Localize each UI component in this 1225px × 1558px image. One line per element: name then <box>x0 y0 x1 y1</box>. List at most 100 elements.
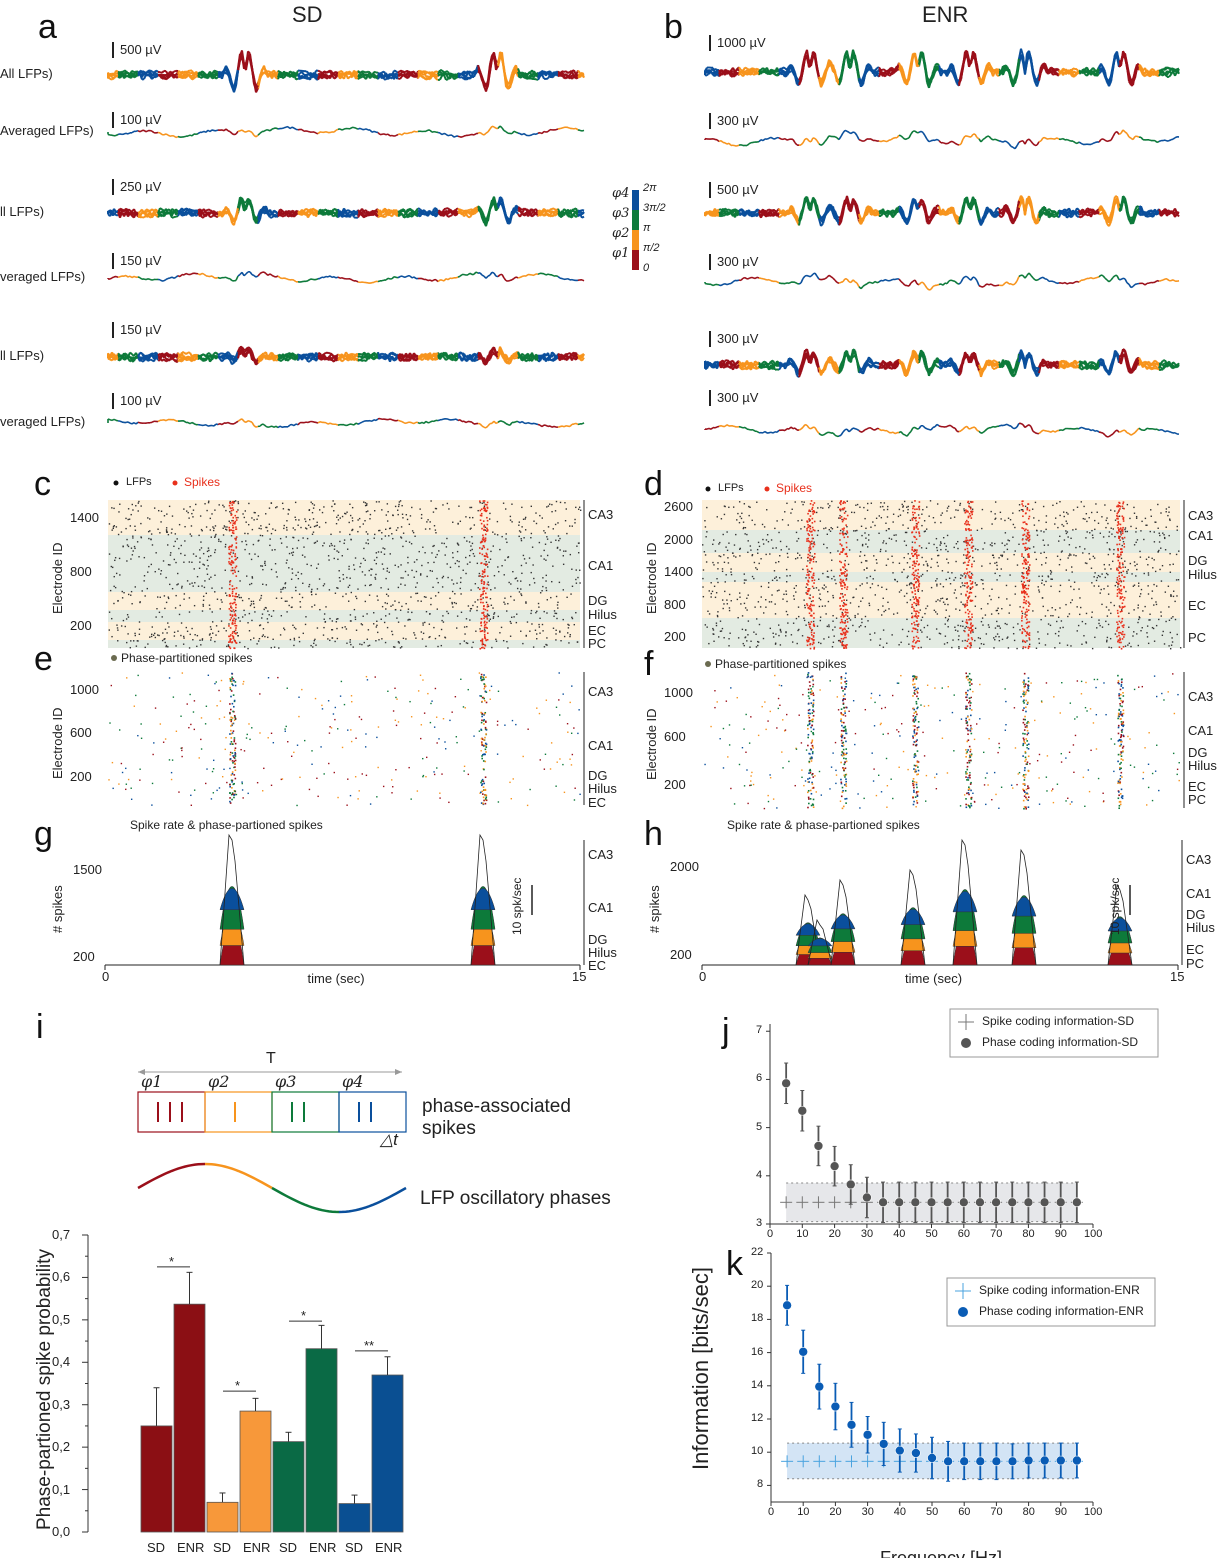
lfp-trace-segment <box>359 357 363 362</box>
lfp-trace-segment <box>153 73 157 77</box>
lfp-trace-segment <box>782 66 786 70</box>
lfp-trace-segment <box>257 132 261 136</box>
lfp-trace-segment <box>297 422 301 426</box>
lfp-trace-segment <box>515 276 519 279</box>
lfp-trace-segment <box>455 418 459 422</box>
lfp-trace-segment <box>137 276 141 279</box>
lfp-trace-segment <box>229 278 233 282</box>
lfp-trace-segment <box>427 421 431 424</box>
lfp-trace-segment <box>435 73 439 76</box>
lfp-trace-segment <box>187 134 191 137</box>
lfp-trace-segment <box>746 72 750 76</box>
lfp-trace-segment <box>471 133 475 136</box>
lfp-trace-segment <box>439 75 443 81</box>
lfp-trace-segment <box>579 129 583 132</box>
lfp-trace-segment <box>447 418 451 421</box>
lfp-trace-segment <box>259 130 263 134</box>
lfp-trace-segment <box>177 70 181 73</box>
lfp-trace-segment <box>291 126 295 129</box>
lfp-trace-segment <box>371 211 375 215</box>
lfp-trace-segment <box>359 421 363 424</box>
lfp-trace-segment <box>153 71 157 75</box>
lfp-trace-segment <box>545 273 549 276</box>
lfp-trace-segment <box>465 359 469 363</box>
lfp-trace-segment <box>189 71 193 75</box>
lfp-trace-segment <box>307 278 311 282</box>
lfp-trace-segment <box>123 71 127 75</box>
lfp-trace-segment <box>433 70 437 74</box>
lfp-trace-segment <box>117 275 121 279</box>
lfp-trace-segment <box>469 272 473 276</box>
lfp-trace-segment <box>547 129 551 133</box>
lfp-trace-segment <box>473 211 477 215</box>
lfp-trace-segment <box>221 422 225 426</box>
lfp-trace-segment <box>161 76 165 79</box>
lfp-trace-segment <box>425 77 429 81</box>
lfp-trace-segment <box>461 76 465 80</box>
lfp-trace-segment <box>107 133 111 136</box>
lfp-trace-segment <box>225 128 229 132</box>
lfp-trace-segment <box>205 208 209 212</box>
lfp-trace-segment <box>309 71 313 75</box>
lfp-trace-segment <box>511 209 515 213</box>
lfp-trace-segment <box>115 275 119 279</box>
lfp-trace-segment <box>407 208 411 212</box>
lfp-trace-segment <box>391 276 395 280</box>
lfp-trace-segment <box>473 133 477 136</box>
lfp-trace-segment <box>487 128 491 133</box>
lfp-trace-segment <box>129 275 133 279</box>
lfp-trace-segment <box>523 211 527 216</box>
lfp-trace-segment <box>311 353 315 357</box>
lfp-trace-segment <box>237 419 241 422</box>
lfp-trace-segment <box>519 75 523 79</box>
lfp-trace-segment <box>377 280 381 283</box>
lfp-trace-segment <box>391 419 395 422</box>
lfp-trace-segment <box>497 420 501 423</box>
lfp-trace-segment <box>119 207 123 211</box>
lfp-trace-segment <box>333 355 337 359</box>
lfp-trace-segment <box>395 75 399 79</box>
lfp-trace-segment <box>111 77 115 81</box>
lfp-trace-segment <box>291 71 295 75</box>
lfp-trace-segment <box>357 422 361 425</box>
lfp-trace-segment <box>343 211 347 215</box>
lfp-trace-segment <box>333 129 337 133</box>
lfp-trace-segment <box>503 421 507 425</box>
lfp-trace-segment <box>549 425 553 428</box>
lfp-trace-segment <box>215 76 219 80</box>
lfp-trace-segment <box>205 129 209 133</box>
lfp-trace-segment <box>459 273 463 277</box>
lfp-trace-segment <box>473 357 477 361</box>
lfp-trace-segment <box>475 209 479 214</box>
lfp-trace-segment <box>359 75 363 79</box>
lfp-trace-segment <box>139 351 143 355</box>
lfp-trace-segment <box>353 358 357 362</box>
lfp-trace-segment <box>421 357 425 362</box>
lfp-trace-segment <box>289 210 293 214</box>
lfp-trace-segment <box>259 423 263 427</box>
lfp-trace-segment <box>193 422 197 426</box>
lfp-trace-segment <box>227 421 231 425</box>
lfp-trace-segment <box>161 208 165 212</box>
lfp-trace-segment <box>119 275 123 278</box>
lfp-trace-segment <box>531 133 535 136</box>
lfp-trace-segment <box>229 131 233 135</box>
lfp-trace-segment <box>551 425 555 428</box>
lfp-trace-segment <box>1170 71 1174 75</box>
lfp-trace-segment <box>145 129 149 133</box>
lfp-trace-segment <box>571 278 575 281</box>
lfp-trace-segment <box>373 130 377 133</box>
lfp-trace-segment <box>285 73 289 77</box>
lfp-trace-segment <box>323 130 327 134</box>
lfp-trace-segment <box>235 130 239 135</box>
lfp-trace-segment <box>173 353 177 357</box>
lfp-trace-segment <box>143 354 147 358</box>
lfp-trace-segment <box>473 271 477 275</box>
lfp-trace-segment <box>441 418 445 421</box>
lfp-trace-segment <box>213 214 217 218</box>
lfp-trace-segment <box>445 133 449 137</box>
lfp-trace-segment <box>373 280 377 284</box>
lfp-trace-segment <box>231 132 235 136</box>
lfp-trace-segment <box>559 71 563 75</box>
lfp-trace-segment <box>341 72 345 76</box>
